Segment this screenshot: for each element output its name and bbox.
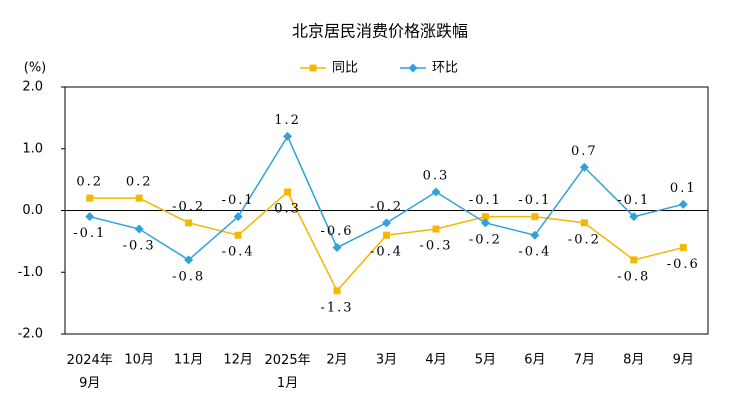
data-point — [579, 162, 589, 172]
data-label: -0.2 — [370, 199, 403, 214]
legend-marker — [309, 64, 317, 72]
data-point — [383, 231, 390, 239]
data-label: 0.3 — [274, 201, 301, 216]
data-point — [283, 131, 293, 141]
data-label: -0.4 — [518, 245, 551, 260]
legend-label: 同比 — [332, 61, 358, 76]
data-point — [678, 199, 688, 209]
data-point — [531, 213, 539, 221]
data-point — [185, 219, 193, 227]
data-label: -0.1 — [518, 193, 551, 208]
x-tick-label: 2月 — [326, 353, 347, 368]
x-tick-label: 3月 — [376, 353, 397, 368]
data-point — [234, 231, 242, 239]
data-label: -0.1 — [617, 193, 650, 208]
data-label: -0.2 — [568, 232, 601, 247]
x-tick-label: 2024年 9月 — [67, 353, 113, 391]
y-tick-label: 0.0 — [22, 203, 43, 218]
x-tick-label: 12月 — [223, 353, 253, 368]
data-point — [629, 212, 639, 222]
x-tick-label: 10月 — [124, 353, 154, 368]
data-label: -0.6 — [320, 224, 353, 239]
data-point — [480, 218, 490, 228]
x-tick-label: 11月 — [174, 353, 204, 368]
y-tick-label: 2.0 — [22, 80, 43, 95]
data-point — [135, 194, 143, 202]
legend-label: 环比 — [432, 61, 458, 76]
x-tick-label: 5月 — [475, 353, 496, 368]
x-tick-label: 8月 — [623, 353, 644, 368]
data-point — [580, 219, 588, 227]
data-label: -0.3 — [123, 239, 156, 254]
data-label: 0.7 — [571, 144, 598, 159]
x-tick-label: 2025年 1月 — [265, 353, 311, 391]
x-tick-label: 9月 — [673, 353, 694, 368]
data-point — [85, 212, 95, 222]
data-label: 0.3 — [423, 168, 450, 183]
y-tick-label: 1.0 — [22, 141, 43, 156]
x-tick-label: 4月 — [425, 353, 446, 368]
data-label: 0.1 — [670, 181, 697, 196]
data-label: -0.1 — [222, 193, 255, 208]
data-label: -0.2 — [172, 199, 205, 214]
data-point — [382, 218, 391, 228]
data-point — [333, 287, 341, 295]
data-point — [86, 194, 94, 202]
chart-title: 北京居民消费价格涨跌幅 — [292, 22, 468, 41]
data-label: -0.6 — [667, 257, 700, 272]
data-point — [332, 243, 342, 253]
data-label: -0.8 — [617, 269, 650, 284]
data-label: 1.2 — [274, 113, 301, 128]
data-point — [530, 230, 540, 240]
data-point — [481, 213, 489, 221]
data-label: -0.3 — [419, 239, 452, 254]
data-point — [184, 255, 194, 265]
x-tick-label: 7月 — [574, 353, 595, 368]
x-tick-label: 6月 — [524, 353, 545, 368]
y-axis-label: (%) — [24, 61, 47, 76]
data-label: 0.2 — [126, 175, 153, 190]
y-tick-label: -2.0 — [18, 327, 43, 342]
data-point — [284, 188, 292, 196]
data-label: -0.1 — [469, 193, 502, 208]
data-label: -0.2 — [469, 232, 502, 247]
data-label: -0.4 — [222, 245, 255, 260]
data-point — [432, 225, 440, 233]
data-label: -0.1 — [73, 226, 106, 241]
data-point — [134, 224, 144, 234]
data-label: -0.8 — [172, 269, 205, 284]
data-point — [630, 256, 638, 264]
data-point — [431, 187, 441, 197]
data-point — [679, 244, 687, 252]
data-label: -0.4 — [370, 245, 403, 260]
data-label: -1.3 — [320, 300, 353, 315]
y-tick-label: -1.0 — [18, 265, 43, 280]
legend-marker — [408, 63, 418, 73]
data-label: 0.2 — [76, 175, 103, 190]
data-point — [233, 212, 243, 222]
